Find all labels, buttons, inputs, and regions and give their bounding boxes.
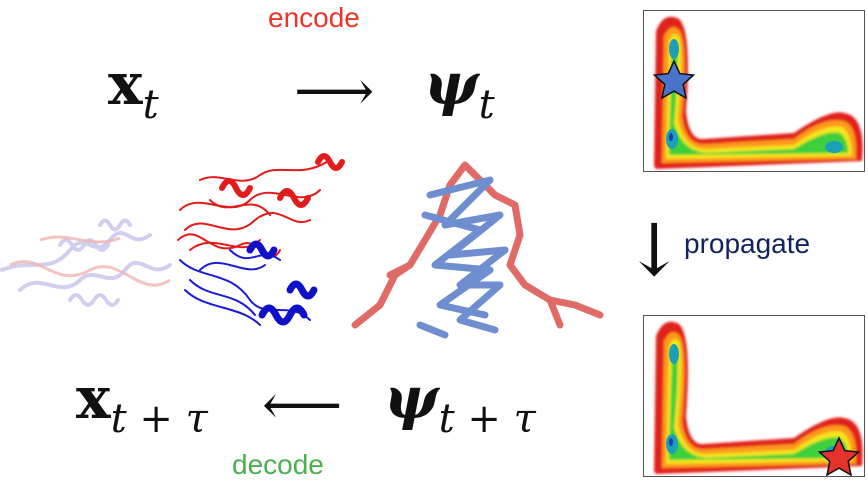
x-t-tau-subscript: t + τ [110,396,208,442]
psi-t-symbol: ψt [424,50,495,128]
dna-structure-image [351,161,604,339]
encode-arrow: ⟶ [294,59,375,124]
decode-label: decode [232,449,324,480]
psi-t-tau-subscript: t + τ [438,396,536,442]
free-energy-map-top [643,10,865,172]
propagated-state-star [817,436,861,476]
psi-t-subscript: t [478,82,495,128]
blue-helix [416,176,509,339]
x-symbol: x [108,50,143,118]
psi-symbol: ψ [424,50,479,118]
top-basin-upper [669,39,679,59]
decode-arrow: ⟵ [262,373,343,438]
encode-label: encode [268,2,360,33]
x-t-subscript: t [142,82,159,128]
protein-structure-image [0,153,345,326]
propagate-arrow: ↓ [624,208,685,292]
propagate-label: propagate [684,228,811,259]
x-t-tau-symbol: xt + τ [76,364,208,442]
current-state-star [652,59,696,100]
psi-t-tau-symbol: ψt + τ [384,364,536,442]
free-energy-map-bottom [643,315,865,477]
bottom-basin-upper [669,344,679,364]
psi-symbol-2: ψ [384,364,439,432]
x-symbol-2: x [76,364,111,432]
red-strand [351,161,604,329]
top-basin-right [825,141,843,153]
x-t-symbol: xt [108,50,159,128]
